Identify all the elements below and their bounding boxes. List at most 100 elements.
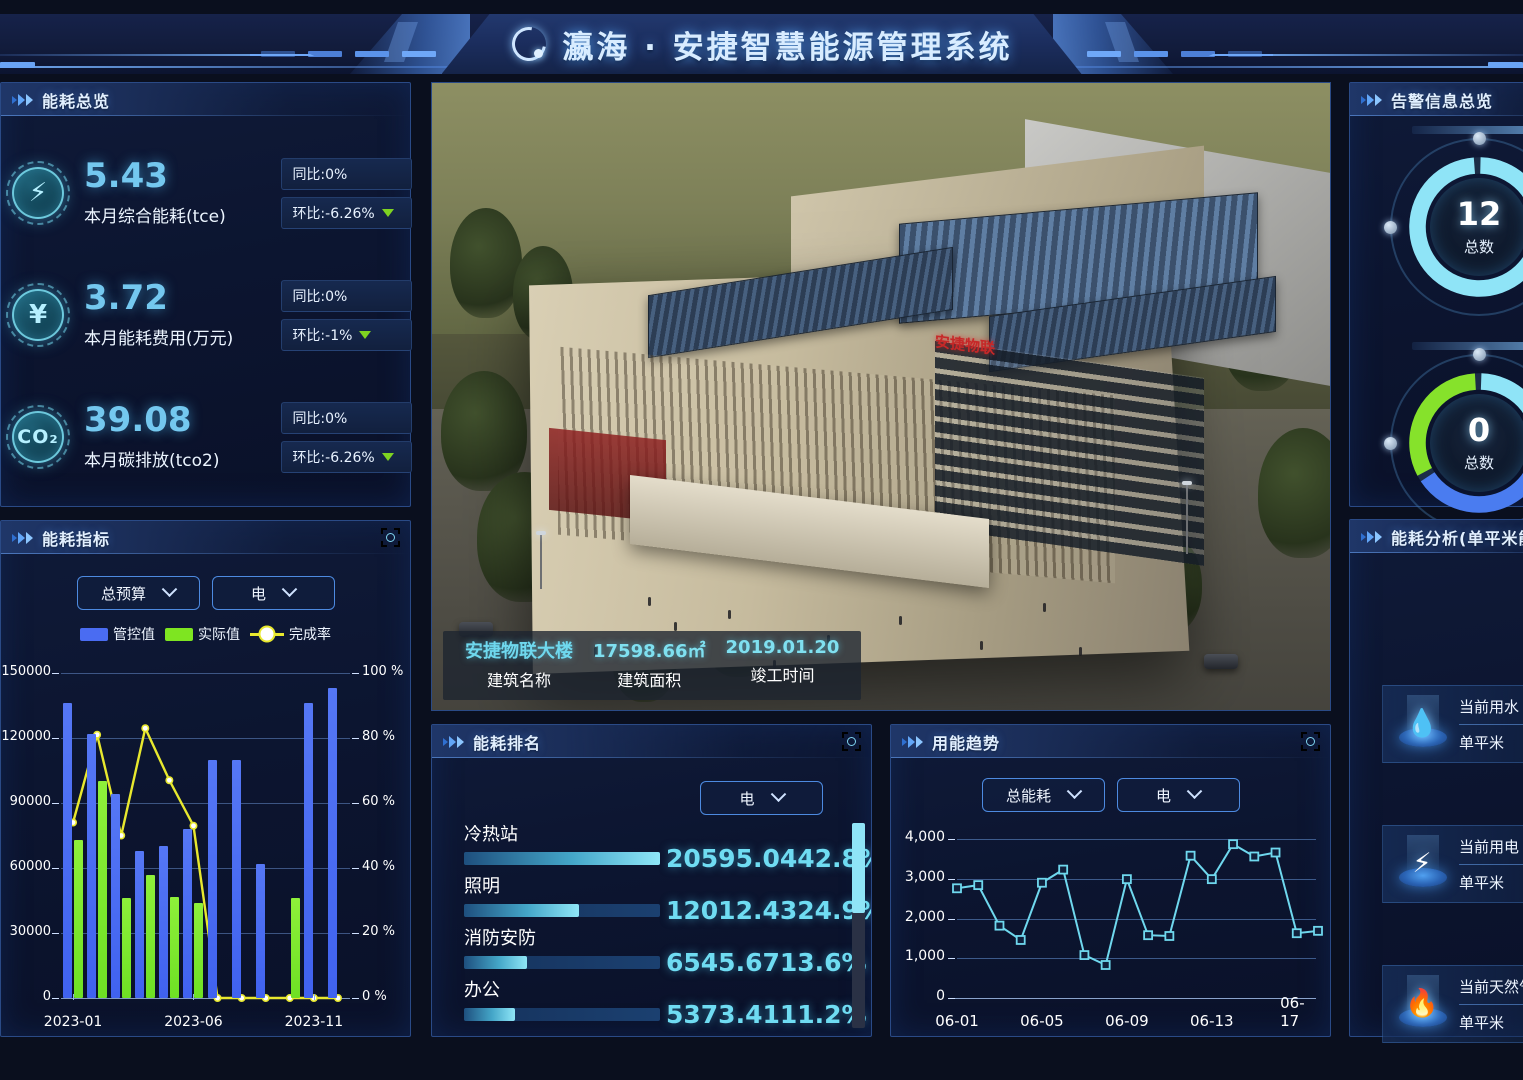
- yoy-text: 同比:0%: [292, 166, 348, 183]
- energy-ranking-panel: 能耗排名 电 冷热站20595.0442.8%照明12012.4324.9%消防…: [431, 724, 872, 1037]
- x-tick-label: 2023-06: [164, 1014, 223, 1030]
- chevrons-icon: [902, 735, 923, 748]
- chevron-down-icon: [1066, 782, 1083, 799]
- ranking-row[interactable]: 消防安防 6545.67 13.6%: [432, 929, 871, 981]
- legend-label: 完成率: [289, 627, 331, 643]
- ranking-row[interactable]: 办公 5373.41 11.2%: [432, 981, 871, 1033]
- panel-title: 能耗指标: [42, 529, 111, 549]
- page-title: 瀛海 · 安捷智慧能源管理系统: [562, 29, 1013, 66]
- gridline: [957, 958, 1316, 960]
- ranking-list: 冷热站20595.0442.8%照明12012.4324.9%消防安防6545.…: [432, 825, 871, 1036]
- legend-item-managed[interactable]: 管控值: [80, 624, 155, 644]
- app-header: 瀛海 · 安捷智慧能源管理系统: [0, 14, 1523, 74]
- analysis-line2: 单平米: [1459, 733, 1505, 752]
- y-tick-left: 120000: [1, 729, 51, 744]
- bar-actual: [98, 781, 108, 998]
- indicator-filters: 总预算 电: [1, 576, 410, 610]
- y-tick-right: 20 %: [362, 924, 396, 939]
- total-energy-select[interactable]: 总能耗: [981, 778, 1105, 812]
- legend-item-rate[interactable]: 完成率: [250, 624, 331, 644]
- panel-header: 能耗分析(单平米能: [1350, 520, 1523, 553]
- x-tick-label: 06-01: [935, 1012, 979, 1030]
- bar-actual: [146, 874, 156, 998]
- gridline: [61, 673, 350, 674]
- analysis-card-electricity[interactable]: ⚡ 当前用电 单平米: [1382, 825, 1523, 903]
- legend-swatch: [165, 627, 193, 641]
- energy-type-select[interactable]: 电: [700, 781, 823, 815]
- mom-text: 环比:-6.26%: [292, 449, 375, 466]
- gridline: [957, 918, 1316, 920]
- gauge-value: 12: [1456, 194, 1502, 233]
- info-key: 竣工时间: [750, 666, 815, 685]
- energy-type-select[interactable]: 电: [1116, 778, 1240, 812]
- building-info-date: 2019.01.20 竣工时间: [718, 637, 848, 691]
- y-tick-right: 0 %: [362, 989, 387, 1004]
- y-tick-label: 4,000: [904, 829, 945, 845]
- alarm-total-gauge[interactable]: 12 总数: [1384, 126, 1523, 316]
- info-key: 建筑面积: [617, 671, 682, 690]
- ranking-value: 6545.67: [666, 948, 780, 977]
- y-tick-left: 0: [42, 989, 51, 1004]
- chevrons-icon: [12, 93, 33, 106]
- bar-actual: [290, 898, 300, 998]
- bar-managed: [111, 794, 121, 998]
- trend-down-icon: [381, 208, 394, 217]
- legend-label: 管控值: [113, 627, 155, 643]
- trend-filters: 总能耗 电: [891, 778, 1330, 812]
- y-tick-right: 100 %: [362, 664, 404, 679]
- header-title-bar: 瀛海 · 安捷智慧能源管理系统: [441, 14, 1082, 74]
- mom-badge: 环比:-6.26%: [281, 196, 412, 229]
- gauge-caption: 总数: [1463, 453, 1494, 472]
- y-tick-right: 60 %: [362, 794, 396, 809]
- ranking-value: 20595.04: [666, 844, 798, 873]
- analysis-line1: 当前天然气: [1459, 977, 1523, 996]
- info-key: 建筑名称: [486, 671, 551, 690]
- bar-managed: [87, 733, 97, 998]
- ranking-bar-fill: [464, 904, 579, 917]
- ranking-value: 5373.41: [666, 1000, 780, 1029]
- metric-label: 本月综合能耗(tce): [84, 207, 226, 227]
- y-tick-label: 3,000: [904, 868, 945, 885]
- energy-type-select[interactable]: 电: [211, 576, 335, 610]
- bar-managed: [207, 759, 217, 998]
- panel-title: 用能趋势: [932, 733, 1001, 753]
- bar-actual: [122, 898, 132, 998]
- expand-icon[interactable]: [1301, 732, 1320, 751]
- trend-down-icon: [359, 330, 372, 339]
- gridline: [957, 839, 1316, 840]
- chevron-down-icon: [1186, 782, 1203, 799]
- info-value: 安捷物联大楼: [465, 641, 573, 662]
- alarm-handled-gauge[interactable]: 0 总数: [1384, 342, 1523, 532]
- select-value: 电: [1155, 786, 1171, 805]
- x-tick-label: 2023-01: [43, 1014, 103, 1030]
- bolt-icon: ⚡: [1385, 833, 1459, 895]
- analysis-line1: 当前用水: [1459, 697, 1520, 716]
- overview-row-carbon: CO₂ 39.08 本月碳排放(tco2) 同比:0% 环比:-6.26%: [1, 383, 412, 491]
- chevron-down-icon: [281, 580, 298, 597]
- expand-icon[interactable]: [381, 528, 400, 547]
- x-tick-label: 06-13: [1190, 1012, 1234, 1030]
- scrollbar-thumb[interactable]: [852, 823, 865, 914]
- analysis-card-water[interactable]: 💧 当前用水 单平米: [1382, 685, 1523, 763]
- axis-baseline: [955, 998, 1316, 999]
- co2-icon: CO₂: [6, 405, 70, 469]
- indicator-chart: 0 30000 60000 90000 120000 150000 0 % 20 % 40 %…: [1, 663, 412, 1038]
- gridline: [61, 868, 350, 869]
- select-value: 总预算: [100, 584, 146, 603]
- expand-icon[interactable]: [842, 732, 861, 751]
- mom-badge: 环比:-6.26%: [281, 440, 412, 473]
- analysis-card-gas[interactable]: 🔥 当前天然气 单平米: [1382, 965, 1523, 1043]
- legend-item-actual[interactable]: 实际值: [165, 624, 240, 644]
- chevrons-icon: [12, 531, 33, 544]
- mom-text: 环比:-1%: [292, 327, 353, 344]
- budget-select[interactable]: 总预算: [76, 576, 200, 610]
- legend-line-marker: [250, 632, 284, 636]
- y-tick-left: 90000: [9, 794, 51, 809]
- building-aerial-render: 安捷物联 安捷物联大楼 建筑名称 17598.66㎡: [431, 82, 1331, 711]
- gauge-caption: 总数: [1463, 237, 1494, 256]
- y-tick-left: 30000: [9, 924, 51, 939]
- bar-managed: [63, 703, 73, 998]
- vertical-scrollbar[interactable]: [852, 823, 865, 1028]
